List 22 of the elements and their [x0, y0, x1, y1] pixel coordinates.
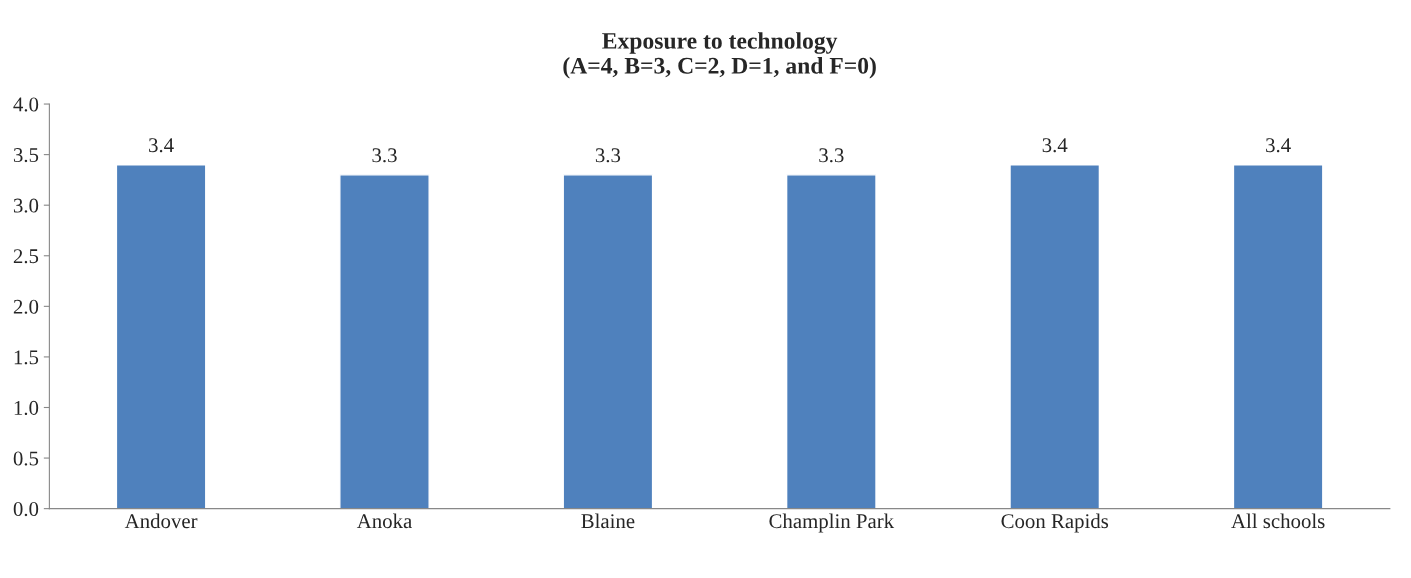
x-tick-label: Blaine	[581, 513, 635, 529]
x-tick-label: Andover	[124, 513, 198, 529]
data-label: 3.4	[1042, 138, 1068, 153]
y-tick-label: 2.5	[13, 249, 39, 264]
data-label: 3.3	[372, 148, 397, 163]
y-tick-label: 0.5	[13, 451, 39, 466]
data-label: 3.4	[149, 138, 174, 153]
y-tick-label: 0.0	[13, 502, 39, 517]
x-tick-label: Anoka	[356, 513, 412, 529]
y-tick-label: 1.0	[14, 400, 39, 416]
y-tick-label: 4.0	[13, 97, 39, 112]
y-tick-label: 2.0	[13, 299, 39, 314]
x-tick-label: All schools	[1231, 513, 1325, 529]
data-label: 3.3	[819, 148, 844, 163]
x-tick-label: Champlin Park	[769, 513, 895, 533]
data-label: 3.4	[1266, 138, 1291, 153]
y-tick-label: 3.5	[13, 148, 39, 163]
data-label: 3.3	[595, 148, 621, 163]
x-tick-label: Coon Rapids	[1001, 513, 1109, 533]
chart-title: Exposure to technology (A=4, B=3, C=2, D=1, and F=0)	[563, 32, 876, 79]
y-tick-label: 3.0	[13, 198, 39, 213]
y-tick-label: 1.5	[14, 350, 39, 365]
